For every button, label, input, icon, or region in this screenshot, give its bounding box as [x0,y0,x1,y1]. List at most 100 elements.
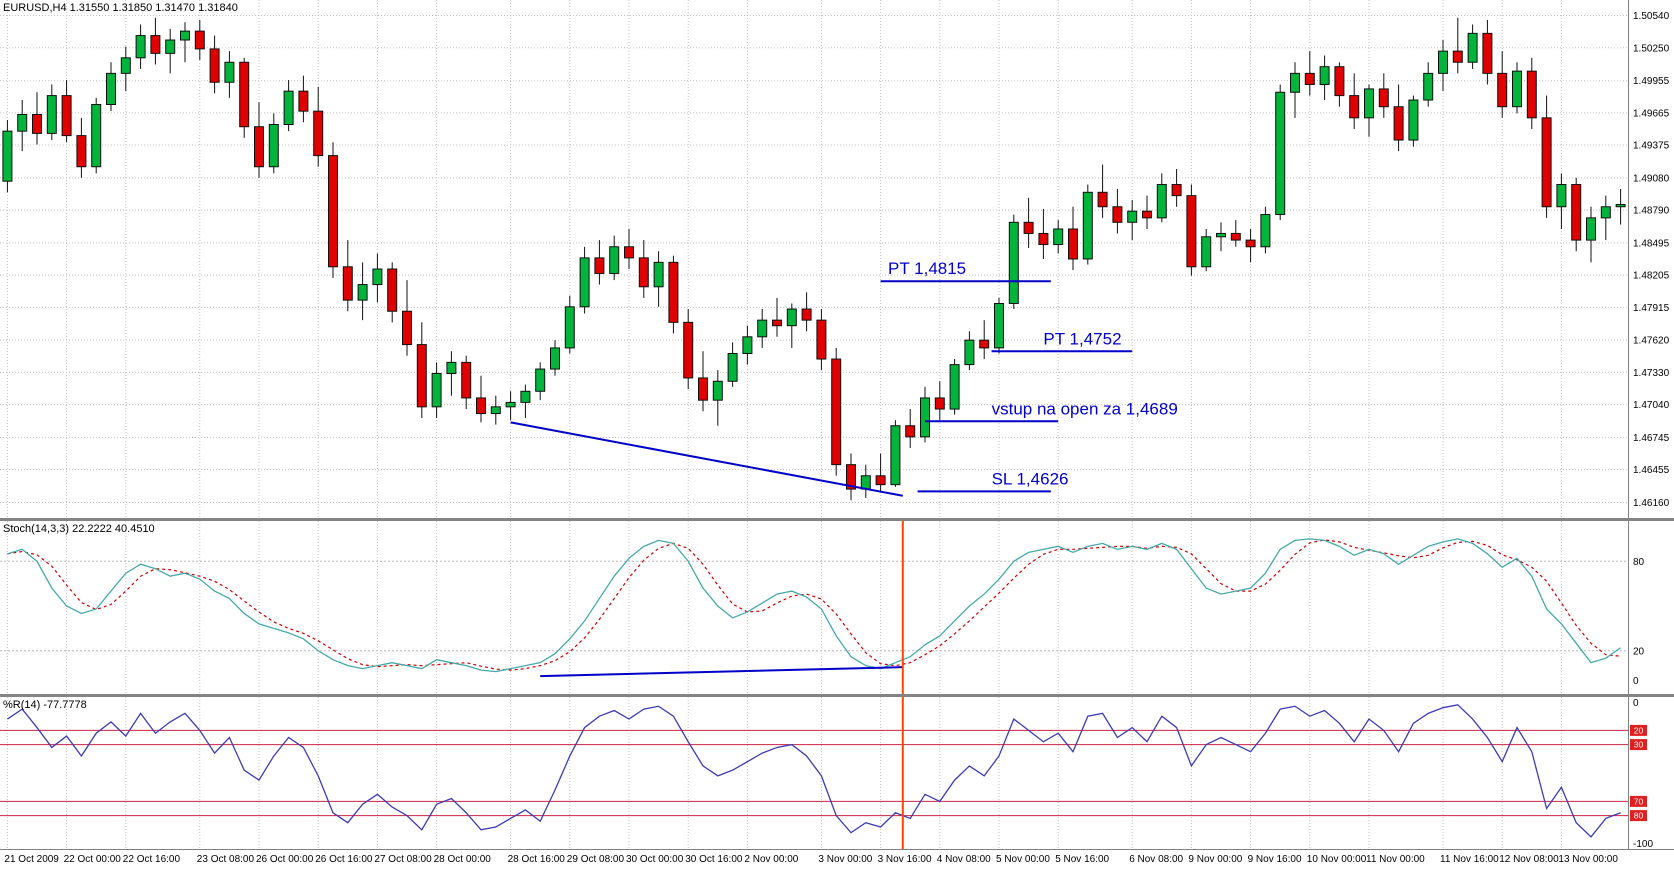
time-axis-label: 30 Oct 00:00 [626,854,684,865]
stochastic-canvas[interactable]: 80 20 0 [0,521,1674,694]
time-axis-label: 30 Oct 16:00 [685,854,743,865]
candle [446,351,457,396]
candle [61,80,72,143]
candle [1142,195,1152,229]
time-axis-label: 22 Oct 00:00 [63,854,121,865]
candle [1334,62,1345,107]
panel-separator[interactable] [0,694,1674,697]
candle [1586,206,1596,263]
bullish-candle-body [1290,72,1300,93]
candle [653,251,664,307]
candle [1230,220,1241,247]
bullish-candle-body [1260,214,1271,248]
candle [209,35,220,94]
bullish-candle-body [106,72,116,105]
panel-separator[interactable] [0,518,1674,521]
bearish-candle-body [1482,32,1493,74]
bullish-candle-body [1053,228,1064,246]
candle [609,235,620,281]
time-axis-label: 28 Oct 16:00 [507,854,565,865]
main-chart-canvas[interactable]: 1.50540 1.50250 1.49955 1.49665 1.49375 1.490… [0,0,1674,518]
stochastic-panel: 80 20 0 Stoch(14,3,3) 22.2222 40.4510 [0,521,1674,694]
bearish-candle-body [683,321,694,379]
candle [698,351,708,412]
bullish-candle-body [431,372,442,408]
candle [1378,73,1389,118]
time-axis[interactable]: 21 Oct 2009 22 Oct 00:00 22 Oct 16:00 23 Oc… [0,849,1674,871]
candle [1112,188,1123,234]
stochastic-main-line [7,538,1621,673]
bearish-candle-body [402,310,412,346]
bearish-candle-body [1171,184,1182,197]
bullish-candle-body [17,113,28,132]
candle [920,386,930,443]
price-axis-label: 1.50540 [1633,11,1670,22]
williams-r-canvas[interactable]: 20 30 70 80 0 -100 [0,697,1674,849]
bullish-candle-body [1201,236,1212,268]
price-axis-label: 1.50250 [1633,43,1670,54]
bearish-candle-body [772,319,782,327]
candle [342,240,353,312]
main-chart-panel: 1.50540 1.50250 1.49955 1.49665 1.49375 1.490… [0,0,1674,518]
bearish-candle-body [816,319,827,360]
candle [32,92,42,145]
annotation-text[interactable]: PT 1,4815 [888,259,966,278]
candle [150,17,161,65]
bullish-candle-body [1127,210,1138,223]
candle [1068,206,1078,271]
bullish-candle-body [1556,184,1567,208]
stochastic-signal-line [7,539,1621,671]
time-axis-label: 11 Nov 16:00 [1440,854,1499,865]
candle [1556,173,1567,229]
annotation-text[interactable]: SL 1,4626 [992,469,1069,488]
candle [505,391,516,421]
candle [1304,51,1315,96]
bearish-candle-body [1452,50,1463,63]
bullish-candle-body [1408,99,1419,141]
bearish-candle-body [1541,117,1552,208]
williams-r-level-badge-label: 30 [1634,740,1644,750]
bearish-candle-body [239,61,250,128]
candle [1482,20,1493,85]
candle [949,359,960,415]
bullish-candle-body [1156,184,1167,219]
time-axis-label: 5 Nov 16:00 [1055,854,1110,865]
bearish-candle-body [254,126,264,168]
bullish-candle-body [890,425,901,486]
time-axis-label: 12 Nov 08:00 [1499,854,1559,865]
price-axis-label: 1.49375 [1633,141,1670,152]
annotation-text[interactable]: PT 1,4752 [1043,329,1121,348]
bullish-candle-body [372,268,383,286]
bearish-candle-body [1038,232,1049,246]
bearish-candle-body [387,268,398,312]
candle [357,262,368,321]
annotation-text[interactable]: vstup na open za 1,4689 [992,399,1178,418]
price-axis-label: 1.47620 [1633,336,1670,347]
time-axis-label: 4 Nov 08:00 [936,854,991,865]
bearish-candle-body [150,35,161,54]
candle [831,347,842,476]
candle [490,395,501,425]
candle [1497,51,1508,118]
candle [727,342,738,387]
williams-r-level-badge-label: 80 [1634,811,1644,821]
williams-r-line [7,704,1621,838]
bullish-candle-body [268,123,279,168]
bearish-candle-body [1186,195,1197,268]
candle [801,292,812,332]
support-trendline[interactable] [510,421,903,497]
candle [1008,214,1019,310]
bearish-candle-body [1097,191,1108,208]
stochastic-trendline[interactable] [540,666,903,678]
bullish-candle-body [180,30,190,41]
candle [668,255,679,334]
bearish-candle-body [1023,221,1034,234]
price-axis-label: 1.48205 [1633,271,1670,282]
williams-r-level-badge [1630,795,1647,807]
time-axis-label: 22 Oct 16:00 [122,854,181,865]
williams-r-axis-label: 0 [1633,698,1639,709]
candle [17,100,28,152]
candle [994,297,1004,354]
bullish-candle-body [505,401,516,408]
stochastic-axis-label: 80 [1633,557,1645,568]
